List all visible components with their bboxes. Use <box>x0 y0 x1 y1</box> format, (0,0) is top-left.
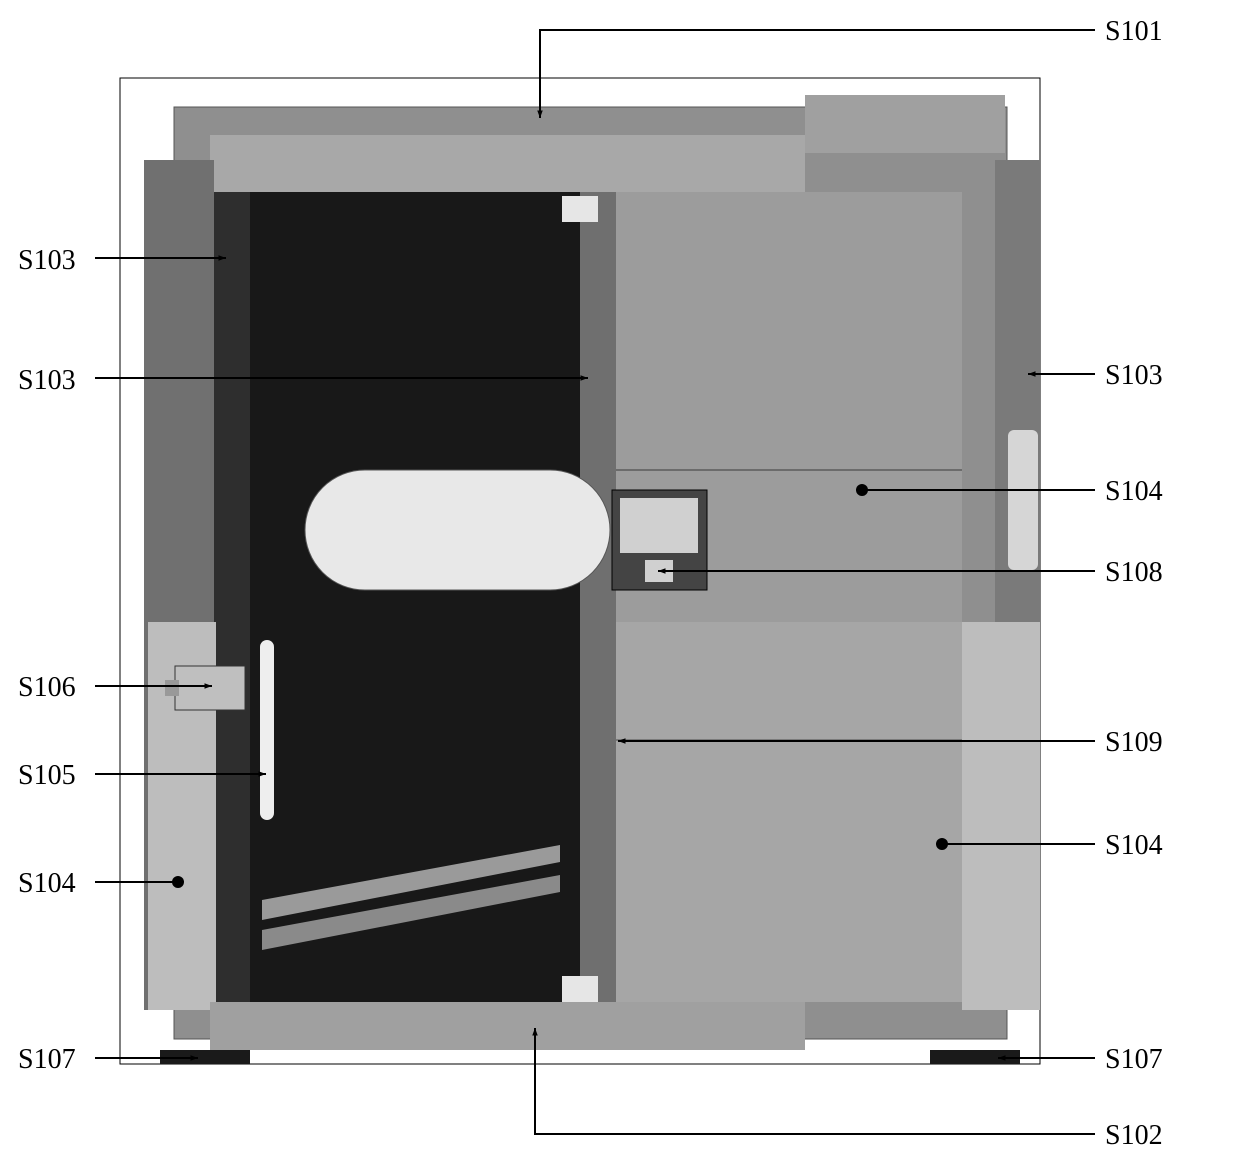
callout-label-S102: S102 <box>1105 1120 1163 1152</box>
diagram-svg <box>0 0 1240 1159</box>
diagram-stage: S101 S103 S103 S103 S104 S108 S106 S109 S105 S104… <box>0 0 1240 1159</box>
callout-label-S104b: S104 <box>1105 830 1163 862</box>
callout-leader-S102 <box>535 1028 1095 1134</box>
callout-label-S101: S101 <box>1105 16 1163 48</box>
callout-label-S103a: S103 <box>18 245 76 277</box>
callout-label-S107b: S107 <box>1105 1044 1163 1076</box>
callout-label-S103c: S103 <box>1105 360 1163 392</box>
callout-label-S105: S105 <box>18 760 76 792</box>
callout-label-S104c: S104 <box>18 868 76 900</box>
callout-label-S108: S108 <box>1105 557 1163 589</box>
callout-label-S107a: S107 <box>18 1044 76 1076</box>
callout-label-S104a: S104 <box>1105 476 1163 508</box>
callout-label-S106: S106 <box>18 672 76 704</box>
callout-label-S103b: S103 <box>18 365 76 397</box>
callout-label-S109: S109 <box>1105 727 1163 759</box>
callout-leader-S101 <box>540 30 1095 118</box>
